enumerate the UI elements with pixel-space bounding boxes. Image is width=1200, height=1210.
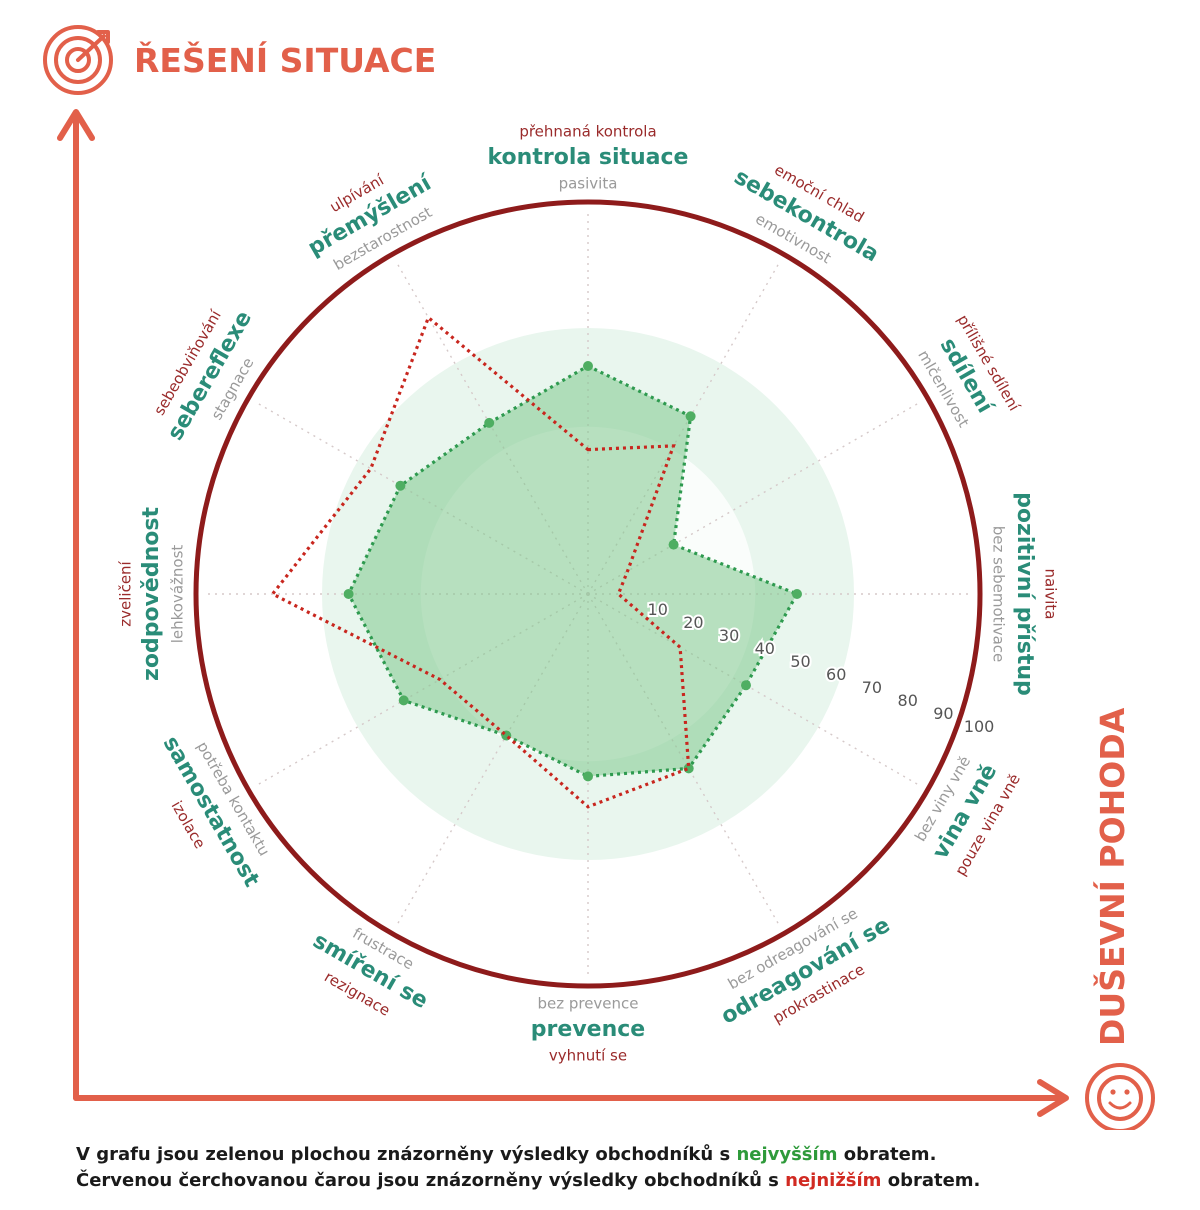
target-icon-dart [76, 34, 106, 62]
axis-label-6: prevence [531, 1017, 645, 1042]
caption-line-2-text: Červenou čerchovanou čarou jsou znázorně… [76, 1170, 786, 1191]
caption-line-2-end: obratem. [881, 1170, 981, 1191]
r-tick-label: 10 [648, 600, 668, 619]
r-tick-label: 30 [719, 626, 739, 645]
radar-chart: 10 20 30 40 50 60 70 80 90 100 přehnaná kontrola k… [43, 25, 1155, 1130]
smiley-icon-eye-left [1110, 1089, 1116, 1095]
axis-high-label-6: vyhnutí se [549, 1047, 627, 1065]
target-icon-ring-outer [43, 25, 113, 95]
series-0-point-9 [343, 589, 354, 599]
r-tick-label: 40 [755, 639, 775, 658]
axis-low-label-3: bez sebemotivace [990, 526, 1008, 663]
axis-high-label-9: zveličení [117, 560, 135, 626]
target-icon-ring-inner [65, 47, 91, 73]
r-tick-label: 60 [826, 665, 846, 684]
smiley-icon-eye-right [1124, 1089, 1130, 1095]
series-0-point-1 [685, 411, 696, 422]
series-0-area [348, 366, 797, 777]
axis-label-9: zodpovědnost [139, 507, 164, 681]
outer-ring [193, 199, 983, 989]
target-icon [43, 25, 113, 95]
axis-low-label-6: bez prevence [537, 995, 638, 1013]
axis-high-label-3: naivita [1042, 569, 1060, 620]
series-0-point-3 [792, 589, 802, 599]
series-1-line [270, 314, 691, 809]
series-0-point-11 [484, 417, 495, 428]
r-tick-label: 70 [862, 678, 882, 697]
y-axis-arrowhead [57, 109, 95, 141]
series-0-point-10 [395, 480, 406, 491]
caption-line-1-text: V grafu jsou zelenou plochou znázorněny … [76, 1144, 737, 1165]
series-0-point-0 [583, 361, 593, 371]
r-tick-label: 90 [933, 704, 953, 723]
y-axis-title: ŘEŠENÍ SITUACE [134, 40, 436, 80]
axis-high-label-0: přehnaná kontrola [519, 123, 656, 141]
axis-low-label-9: lehkovážnost [169, 545, 187, 644]
target-icon-ring-mid [54, 36, 102, 84]
caption-highlight-lowest: nejnižším [785, 1170, 882, 1191]
smiley-icon-outer [1085, 1063, 1155, 1130]
r-tick-label: 80 [898, 691, 918, 710]
smiley-icon-mouth [1108, 1101, 1132, 1110]
r-tick-label: 50 [790, 652, 810, 671]
x-axis-title: DUŠEVNÍ POHODA [1092, 707, 1132, 1046]
r-tick-label: 100 [964, 717, 995, 736]
smiley-icon-face [1097, 1075, 1143, 1121]
series-0-point-8 [398, 695, 409, 706]
series-0-point-2 [668, 539, 679, 550]
caption-highlight-highest: nejvyšším [736, 1144, 838, 1165]
chart-caption: V grafu jsou zelenou plochou znázorněny … [76, 1142, 1176, 1194]
series-0-point-6 [583, 771, 593, 782]
caption-line-2: Červenou čerchovanou čarou jsou znázorně… [76, 1168, 1176, 1194]
series-0-point-4 [741, 680, 751, 691]
axis-label-0: kontrola situace [488, 145, 689, 170]
caption-line-1: V grafu jsou zelenou plochou znázorněny … [76, 1142, 1176, 1168]
axis-low-label-0: pasivita [559, 175, 618, 193]
target-icon-dart-tail [96, 30, 110, 44]
smiley-icon [1085, 1063, 1155, 1130]
axis-label-3: pozitivní přístup [1012, 492, 1037, 696]
r-tick-label: 20 [683, 613, 703, 632]
x-axis-arrowhead [1037, 1079, 1069, 1117]
caption-line-1-end: obratem. [837, 1144, 937, 1165]
